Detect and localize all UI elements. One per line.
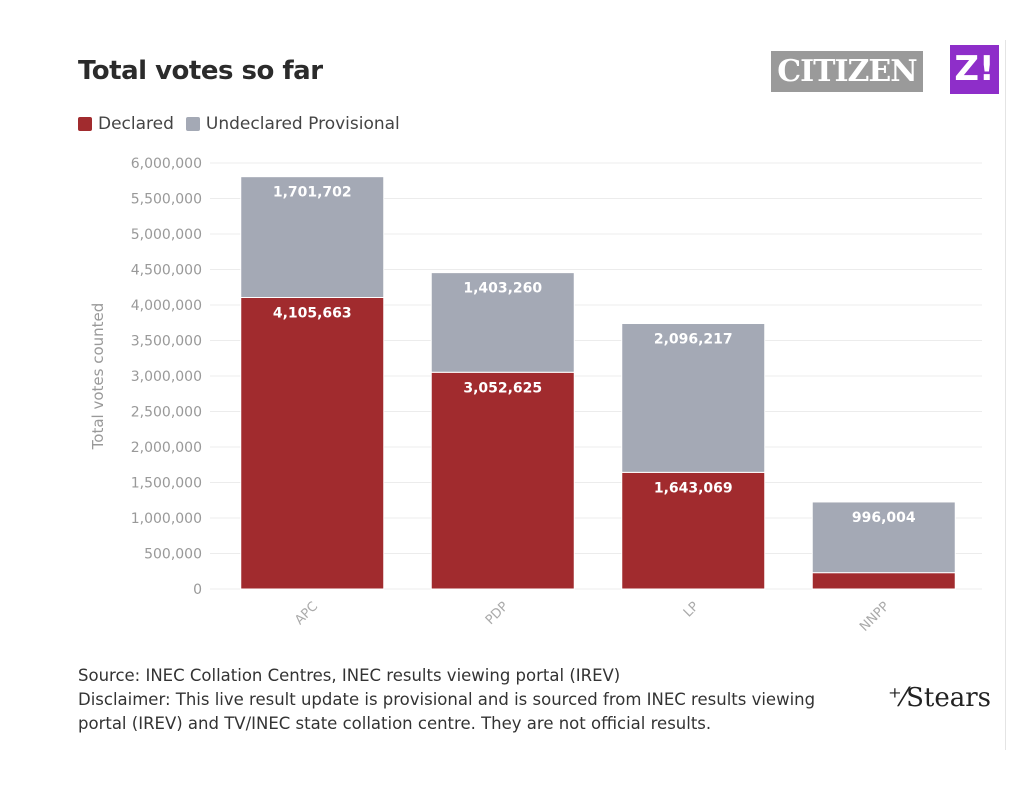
data-label: 3,052,625 [463,380,542,396]
stears-logo: ⁺⁄Stears [888,683,991,713]
bar-lp-declared [621,471,766,590]
legend: Declared Undeclared Provisional [78,114,400,134]
y-tick-label: 2,500,000 [131,405,202,421]
disclaimer-text: Disclaimer: This live result update is p… [78,690,816,733]
bar-apc-declared [240,296,385,590]
legend-label-declared: Declared [98,114,174,134]
data-label: 1,403,260 [463,281,542,297]
y-axis-label: Total votes counted [89,303,107,451]
bar-lp-undeclared [621,323,766,473]
stears-brand: Stears [906,683,991,713]
y-tick-label: 6,000,000 [131,156,202,172]
z-logo: Z! [950,45,999,94]
y-tick-label: 1,500,000 [131,476,202,492]
data-label: 996,004 [852,510,916,526]
y-tick-label: 3,500,000 [131,334,202,350]
bar-apc-undeclared [240,176,385,298]
x-tick-label: PDP [483,599,512,628]
footer: Source: INEC Collation Centres, INEC res… [78,664,868,736]
y-tick-label: 3,000,000 [131,369,202,385]
bar-nnpp-undeclared [811,501,956,574]
legend-label-undeclared: Undeclared Provisional [205,114,400,134]
bar-nnpp-declared [811,572,956,590]
data-label: 1,701,702 [273,185,352,201]
y-tick-label: 4,500,000 [131,263,202,279]
x-tick-label: APC [292,599,321,628]
stears-icon: ⁺⁄ [888,683,907,713]
y-tick-label: 1,000,000 [131,511,202,527]
y-tick-label: 2,000,000 [131,440,202,456]
y-tick-label: 5,000,000 [131,227,202,243]
bar-pdp-declared [430,371,575,590]
legend-swatch-undeclared [185,117,200,131]
y-tick-label: 500,000 [144,547,202,563]
y-tick-label: 5,500,000 [131,192,202,208]
data-label: 1,643,069 [654,480,733,496]
x-tick-label: LP [681,599,702,620]
data-label: 2,096,217 [654,332,733,348]
citizen-logo: CITIZEN [771,51,923,92]
data-label: 4,105,663 [273,305,352,321]
chart-title: Total votes so far [78,56,323,86]
source-text: Source: INEC Collation Centres, INEC res… [78,666,621,685]
y-tick-label: 4,000,000 [131,298,202,314]
divider [1005,40,1006,750]
bar-pdp-undeclared [430,272,575,373]
x-tick-label: NNPP [857,599,893,635]
legend-swatch-declared [78,117,92,131]
y-tick-label: 0 [193,582,202,598]
